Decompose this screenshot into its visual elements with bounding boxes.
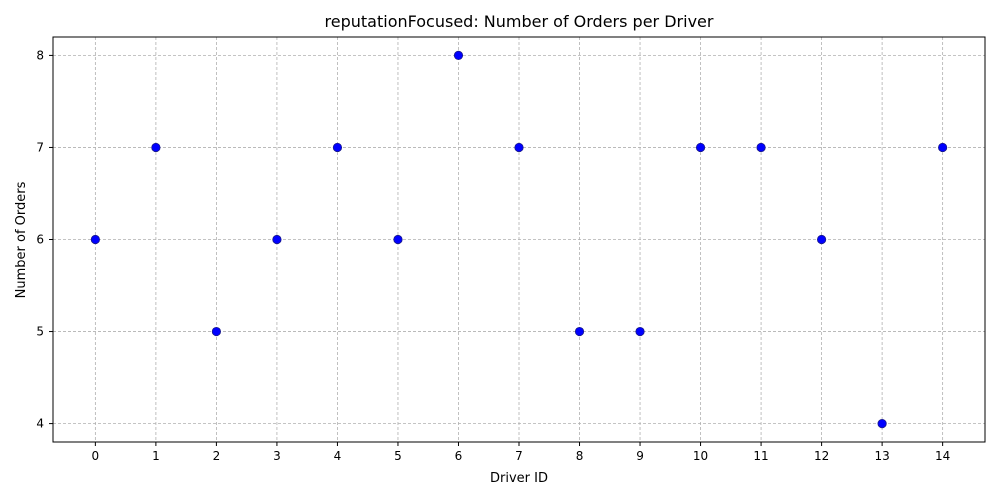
y-tick-label: 5	[36, 325, 44, 339]
data-point	[756, 142, 766, 153]
x-tick-label: 5	[394, 449, 402, 463]
x-tick-label: 0	[92, 449, 100, 463]
y-axis-label: Number of Orders	[14, 181, 29, 298]
data-point	[151, 142, 161, 153]
y-tick-label: 4	[36, 417, 44, 431]
x-tick-label: 3	[273, 449, 281, 463]
data-point	[211, 326, 222, 337]
x-tick-label: 8	[576, 449, 584, 463]
x-tick-label: 14	[935, 449, 950, 463]
y-tick-label: 6	[36, 233, 44, 247]
data-point	[514, 142, 524, 153]
x-tick-label: 4	[334, 449, 342, 463]
data-point	[272, 234, 282, 245]
data-point	[393, 234, 403, 245]
y-tick-label: 7	[36, 140, 44, 154]
data-point	[635, 326, 645, 337]
x-tick-label: 10	[693, 449, 708, 463]
data-point	[453, 50, 464, 61]
x-tick-label: 2	[213, 449, 221, 463]
data-points	[90, 50, 948, 429]
x-tick-label: 11	[753, 449, 768, 463]
data-point	[816, 234, 827, 245]
data-point	[695, 142, 706, 153]
x-axis-label: Driver ID	[490, 471, 548, 486]
y-tick-label: 8	[36, 48, 44, 62]
data-point	[332, 142, 343, 153]
data-point	[877, 418, 887, 429]
x-tick-label: 7	[515, 449, 523, 463]
data-point	[574, 326, 585, 337]
x-tick-label: 6	[455, 449, 463, 463]
data-point	[938, 142, 948, 153]
x-tick-label: 12	[814, 449, 829, 463]
x-tick-label: 1	[152, 449, 160, 463]
chart-title: reputationFocused: Number of Orders per …	[325, 12, 714, 31]
x-tick-label: 13	[874, 449, 889, 463]
x-tick-label: 9	[636, 449, 644, 463]
data-point	[90, 234, 100, 245]
